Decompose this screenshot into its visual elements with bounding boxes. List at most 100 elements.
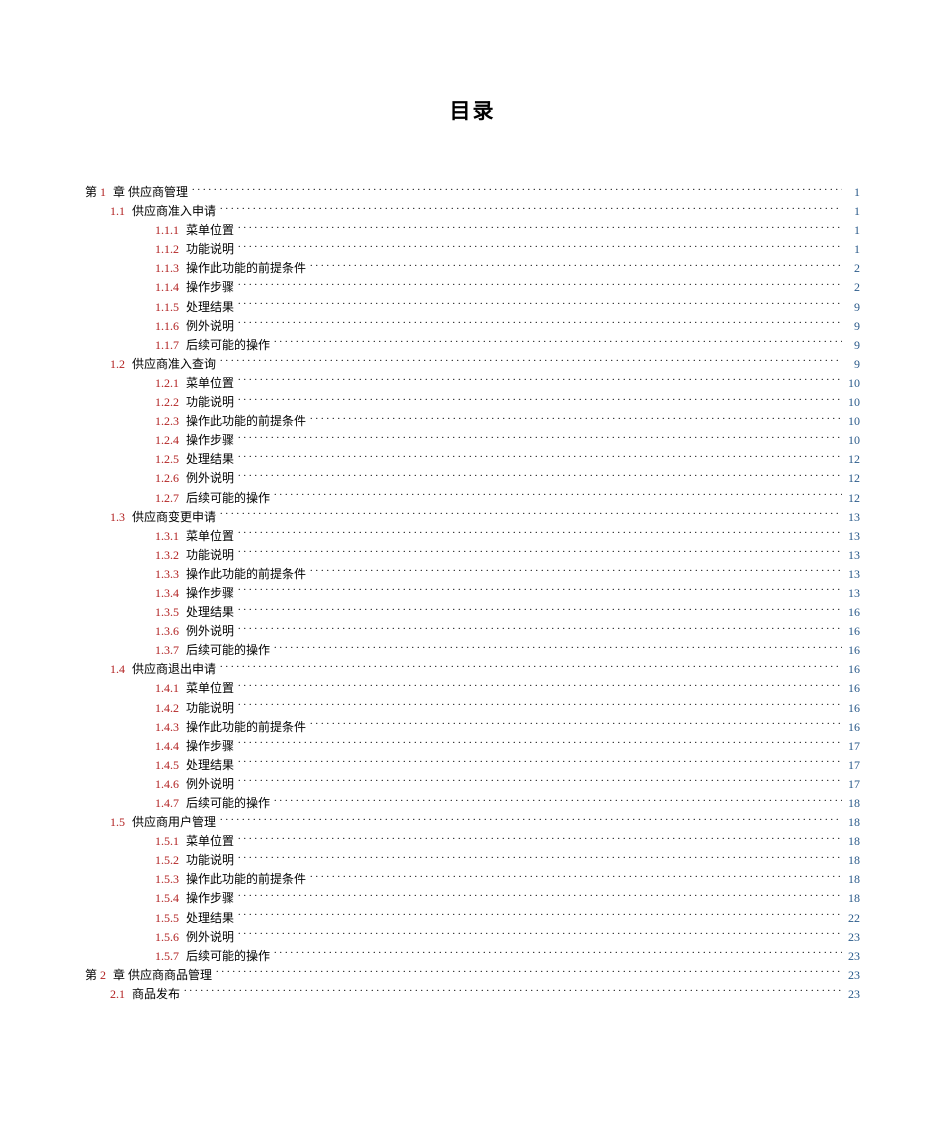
toc-entry[interactable]: 1.3 供应商变更申请13: [85, 508, 860, 527]
toc-entry-page: 18: [842, 832, 860, 851]
toc-entry[interactable]: 1.3.5 处理结果16: [85, 603, 860, 622]
toc-entry[interactable]: 1.3.4 操作步骤13: [85, 584, 860, 603]
toc-leader-dots: [238, 929, 842, 941]
toc-entry[interactable]: 1.4.7 后续可能的操作18: [85, 794, 860, 813]
toc-entry-page: 13: [842, 508, 860, 527]
toc-entry-number: 1.3.7: [155, 643, 183, 657]
toc-entry-label: 1.2.2 功能说明: [155, 393, 238, 412]
toc-entry-text: 处理结果: [183, 911, 234, 925]
toc-entry-label: 1.3.1 菜单位置: [155, 527, 238, 546]
toc-entry[interactable]: 1.2.5 处理结果12: [85, 450, 860, 469]
toc-entry[interactable]: 1.5.2 功能说明 18: [85, 851, 860, 870]
toc-entry[interactable]: 1.4 供应商退出申请16: [85, 660, 860, 679]
toc-entry-page: 13: [842, 584, 860, 603]
toc-entry-text: 操作步骤: [183, 891, 234, 905]
toc-entry-label: 1.4.1 菜单位置: [155, 679, 238, 698]
toc-entry[interactable]: 1.2.1 菜单位置10: [85, 374, 860, 393]
toc-entry-text: 章 供应商商品管理: [110, 968, 212, 982]
toc-entry[interactable]: 1.1.6 例外说明 9: [85, 317, 860, 336]
toc-entry[interactable]: 1.1.2 功能说明1: [85, 240, 860, 259]
toc-entry-label: 第 1 章 供应商管理: [85, 183, 192, 202]
toc-leader-dots: [238, 890, 842, 902]
toc-entry[interactable]: 1.4.3 操作此功能的前提条件16: [85, 718, 860, 737]
toc-entry[interactable]: 1.3.7 后续可能的操作16: [85, 641, 860, 660]
toc-entry-text: 操作步骤: [183, 280, 234, 294]
toc-entry[interactable]: 1.4.1 菜单位置16: [85, 679, 860, 698]
toc-entry-page: 10: [842, 393, 860, 412]
toc-entry-page: 1: [842, 202, 860, 221]
toc-entry[interactable]: 1.4.5 处理结果 17: [85, 756, 860, 775]
toc-entry-page: 13: [842, 546, 860, 565]
toc-entry[interactable]: 1.3.3 操作此功能的前提条件13: [85, 565, 860, 584]
toc-entry[interactable]: 1.2.3 操作此功能的前提条件10: [85, 412, 860, 431]
toc-entry[interactable]: 第 1 章 供应商管理1: [85, 183, 860, 202]
toc-entry-number: 1.2.1: [155, 376, 183, 390]
toc-leader-dots: [238, 547, 842, 559]
toc-entry[interactable]: 1.4.4 操作步骤17: [85, 737, 860, 756]
toc-entry[interactable]: 1.1 供应商准入申请1: [85, 202, 860, 221]
toc-entry[interactable]: 1.1.4 操作步骤2: [85, 278, 860, 297]
toc-entry[interactable]: 1.1.3 操作此功能的前提条件2: [85, 259, 860, 278]
toc-leader-dots: [184, 986, 842, 998]
toc-entry[interactable]: 1.3.2 功能说明13: [85, 546, 860, 565]
toc-entry-label: 1.5.7 后续可能的操作: [155, 947, 274, 966]
toc-entry-text: 操作此功能的前提条件: [183, 414, 306, 428]
toc-entry[interactable]: 1.1.1 菜单位置1: [85, 221, 860, 240]
toc-entry-page: 9: [842, 317, 860, 336]
toc-entry-number: 1.2.5: [155, 452, 183, 466]
toc-entry-label: 1.5.4 操作步骤: [155, 889, 238, 908]
toc-entry[interactable]: 1.5.7 后续可能的操作23: [85, 947, 860, 966]
toc-entry[interactable]: 1.4.2 功能说明16: [85, 699, 860, 718]
toc-entry-page: 12: [842, 469, 860, 488]
toc-entry-page: 16: [842, 699, 860, 718]
toc-entry[interactable]: 1.2.4 操作步骤10: [85, 431, 860, 450]
toc-entry[interactable]: 1.2 供应商准入查询9: [85, 355, 860, 374]
toc-entry[interactable]: 1.5 供应商用户管理18: [85, 813, 860, 832]
toc-entry-text: 操作此功能的前提条件: [183, 567, 306, 581]
toc-leader-dots: [238, 451, 842, 463]
toc-entry[interactable]: 1.2.7 后续可能的操作12: [85, 489, 860, 508]
toc-entry[interactable]: 1.4.6 例外说明17: [85, 775, 860, 794]
toc-entry-label: 1.4.7 后续可能的操作: [155, 794, 274, 813]
toc-entry-number: 1: [100, 185, 110, 199]
toc-entry-number: 1.4.1: [155, 681, 183, 695]
toc-entry[interactable]: 1.5.5 处理结果22: [85, 909, 860, 928]
toc-leader-dots: [238, 470, 842, 482]
toc-entry[interactable]: 1.5.1 菜单位置18: [85, 832, 860, 851]
toc-entry-page: 1: [842, 183, 860, 202]
toc-entry-text: 供应商用户管理: [129, 815, 216, 829]
toc-entry[interactable]: 1.5.3 操作此功能的前提条件18: [85, 870, 860, 889]
toc-entry-text: 供应商准入查询: [129, 357, 216, 371]
toc-leader-dots: [220, 509, 842, 521]
toc-entry[interactable]: 1.5.6 例外说明23: [85, 928, 860, 947]
toc-entry[interactable]: 2.1 商品发布23: [85, 985, 860, 1004]
toc-entry[interactable]: 1.1.7 后续可能的操作9: [85, 336, 860, 355]
toc-entry-number: 1.3: [110, 510, 129, 524]
toc-entry[interactable]: 1.1.5 处理结果9: [85, 298, 860, 317]
toc-entry-number: 1.5.1: [155, 834, 183, 848]
toc-entry-label: 1.4.5 处理结果: [155, 756, 238, 775]
toc-entry-label: 1.2 供应商准入查询: [110, 355, 220, 374]
toc-entry-label: 1.3.3 操作此功能的前提条件: [155, 565, 310, 584]
toc-leader-dots: [238, 852, 842, 864]
toc-entry-text: 菜单位置: [183, 681, 234, 695]
toc-entry[interactable]: 1.2.6 例外说明12: [85, 469, 860, 488]
toc-entry[interactable]: 1.5.4 操作步骤18: [85, 889, 860, 908]
toc-entry-label: 1.2.4 操作步骤: [155, 431, 238, 450]
toc-entry-number: 2: [100, 968, 110, 982]
toc-entry[interactable]: 1.3.1 菜单位置13: [85, 527, 860, 546]
toc-entry-number: 1.4.7: [155, 796, 183, 810]
toc-entry-number: 1.2.3: [155, 414, 183, 428]
toc-entry-page: 17: [842, 756, 860, 775]
toc-entry[interactable]: 第 2 章 供应商商品管理23: [85, 966, 860, 985]
toc-entry-page: 18: [842, 851, 860, 870]
toc-entry-page: 16: [842, 660, 860, 679]
toc-entry-label: 1.2.7 后续可能的操作: [155, 489, 274, 508]
toc-entry[interactable]: 1.3.6 例外说明16: [85, 622, 860, 641]
toc-entry-label: 1.1.6 例外说明: [155, 317, 238, 336]
toc-entry-label: 1.5.2 功能说明: [155, 851, 238, 870]
toc-entry[interactable]: 1.2.2 功能说明 10: [85, 393, 860, 412]
toc-entry-number: 1.2.6: [155, 471, 183, 485]
toc-entry-number: 1.4.4: [155, 739, 183, 753]
toc-entry-number: 1.3.5: [155, 605, 183, 619]
